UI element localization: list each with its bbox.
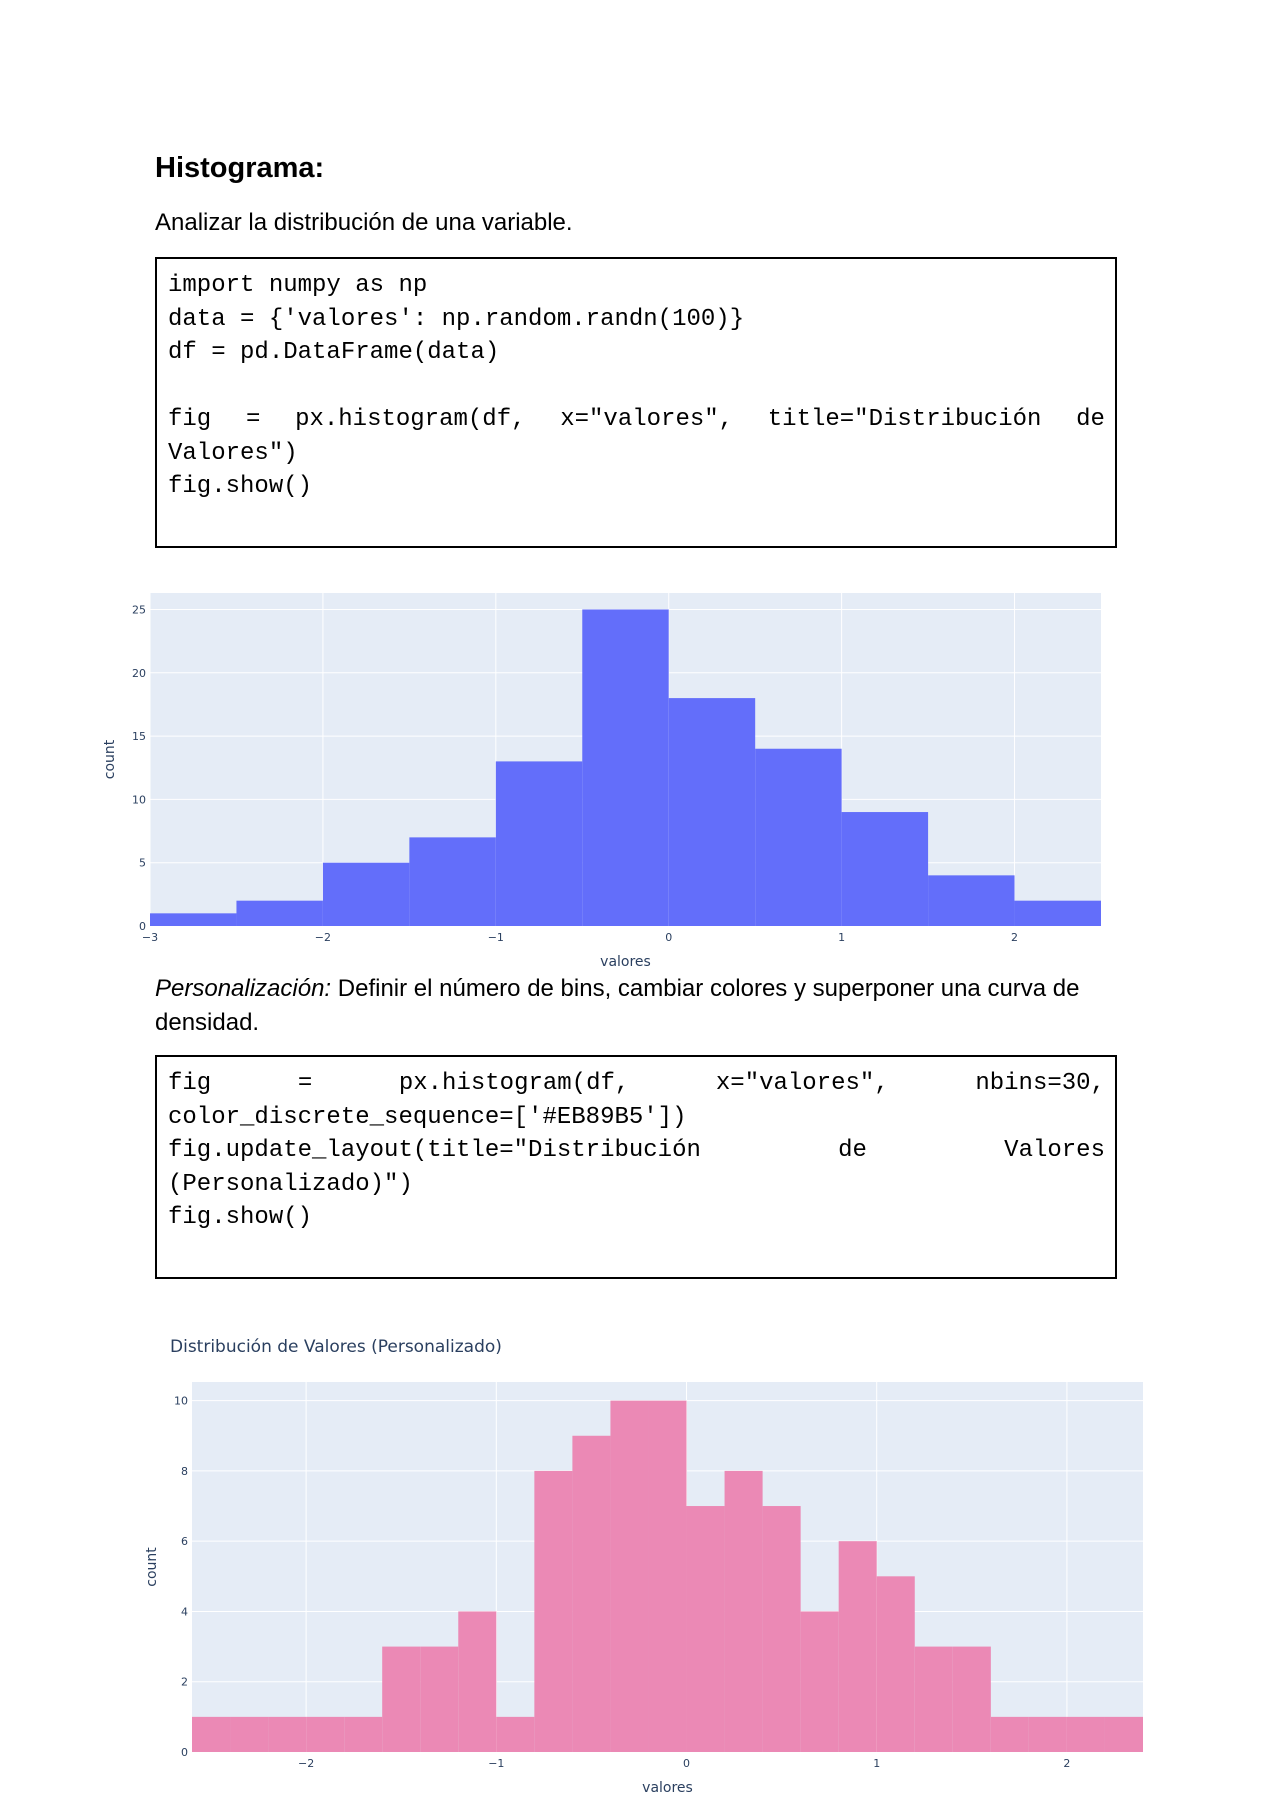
x-tick-label: −1 [488,1757,504,1770]
histogram-bar [990,1716,1029,1752]
code-token: = [297,1070,313,1097]
histogram-bar [1104,1716,1143,1752]
histogram-bar [841,812,929,926]
histogram-bar [306,1716,345,1752]
histogram-chart-basic: 0 5 10 15 20 25 −3 −2 −1 0 1 2 valores count [102,593,1101,970]
code-token: de [838,1137,867,1164]
x-tick-label: 0 [683,1757,690,1770]
histogram-bar [344,1716,383,1752]
code-block-basic: import numpy as np data = {'valores': np.… [155,257,1117,548]
histogram-bar [382,1646,421,1752]
histogram-bar [952,1646,991,1752]
code-token: title="Distribución [767,406,1042,433]
code-line: df = pd.DataFrame(data) [168,339,500,366]
histogram-bar [230,1716,269,1752]
code-line: color_discrete_sequence=['#EB89B5']) [168,1103,687,1131]
code-token: fig [168,1070,212,1097]
code-token: de [1076,406,1105,433]
histogram-bar [150,913,237,926]
code-token: px.histogram(df, [398,1070,630,1097]
histogram-bar [1066,1716,1105,1752]
y-tick-label: 10 [174,1395,188,1408]
histogram-bar [928,875,1015,926]
x-tick-label: 1 [873,1757,880,1770]
histogram-bar [914,1646,953,1752]
code-token: px.histogram(df, [295,406,526,433]
y-axis-label: count [102,739,118,779]
y-tick-label: 20 [132,667,146,680]
histogram-bar [648,1400,687,1752]
code-line: data = {'valores': np.random.randn(100)} [168,305,745,333]
customization-text: Personalización: Definir el número de bi… [155,972,1125,1040]
code-token: nbins=30, [975,1070,1105,1097]
customization-label: Personalización: [155,975,332,1002]
histogram-bar [409,837,496,926]
x-tick-label: −2 [315,931,331,944]
histogram-bar [876,1576,915,1752]
y-tick-label: 8 [181,1465,188,1478]
code-token: fig [168,406,212,433]
y-tick-label: 4 [181,1605,188,1618]
x-tick-label: 1 [838,931,845,944]
code-line: (Personalizado)") [168,1170,413,1198]
y-tick-label: 15 [132,730,146,743]
code-token: fig.update_layout(title="Distribución [168,1137,701,1164]
code-line: fig = px.histogram(df, x="valores", title="D… [168,403,1105,437]
y-tick-label: 25 [132,603,146,616]
code-token: x="valores", [715,1070,889,1097]
customization-description: Definir el número de bins, cambiar color… [155,975,1080,1036]
code-line: import numpy as np [168,272,428,299]
histogram-bar [582,609,669,926]
code-line: fig.update_layout(title="Distribución de V… [168,1134,1105,1168]
code-line: Valores") [168,439,298,467]
x-tick-label: −2 [298,1757,314,1770]
code-token: Valores [1004,1137,1105,1164]
histogram-bar [236,900,323,926]
histogram-bar [495,761,583,926]
histogram-bar [838,1541,877,1752]
code-line: fig = px.histogram(df, x="valores", nbins=30… [168,1067,1105,1101]
histogram-bar [322,862,410,926]
code-line: fig.show() [168,1204,313,1231]
x-axis-label: valores [600,954,651,970]
y-tick-label: 10 [132,793,146,806]
code-token: x="valores", [560,406,734,433]
histogram-bar [420,1646,459,1752]
histogram-bar [534,1470,573,1752]
code-token: = [245,406,261,433]
y-tick-label: 6 [181,1535,188,1548]
histogram-chart-custom: 0 2 4 6 8 10 −2 −1 0 1 2 valores count Distribución d… [144,1337,1143,1796]
histogram-bar [496,1716,535,1752]
histogram-bar [1028,1716,1067,1752]
histogram-bar [268,1716,307,1752]
y-tick-label: 2 [181,1676,188,1689]
y-tick-label: 0 [139,920,146,933]
histogram-bar [610,1400,649,1752]
histogram-bar [572,1435,611,1752]
code-block-custom: fig = px.histogram(df, x="valores", nbins=30… [155,1055,1117,1279]
histogram-bar [755,748,842,926]
y-axis-label: count [144,1547,160,1587]
x-axis-label: valores [642,1780,693,1796]
x-tick-label: 0 [665,931,672,944]
histogram-bar [668,698,756,926]
y-tick-label: 5 [139,857,146,870]
x-tick-label: −3 [142,931,158,944]
y-tick-label: 0 [181,1746,188,1759]
chart-title: Distribución de Valores (Personalizado) [170,1337,502,1357]
x-tick-label: 2 [1063,1757,1070,1770]
code-line: fig.show() [168,473,313,500]
histogram-bar [192,1716,231,1752]
histogram-bar [724,1470,763,1752]
histogram-bar [800,1611,839,1752]
intro-text: Analizar la distribución de una variable… [155,209,573,236]
histogram-bar [458,1611,497,1752]
histogram-bar [762,1506,801,1752]
histogram-bar [686,1506,725,1752]
x-tick-label: −1 [488,931,504,944]
histogram-bar [1014,900,1101,926]
section-title: Histograma: [155,152,325,184]
x-tick-label: 2 [1011,931,1018,944]
code-line [168,370,1105,404]
